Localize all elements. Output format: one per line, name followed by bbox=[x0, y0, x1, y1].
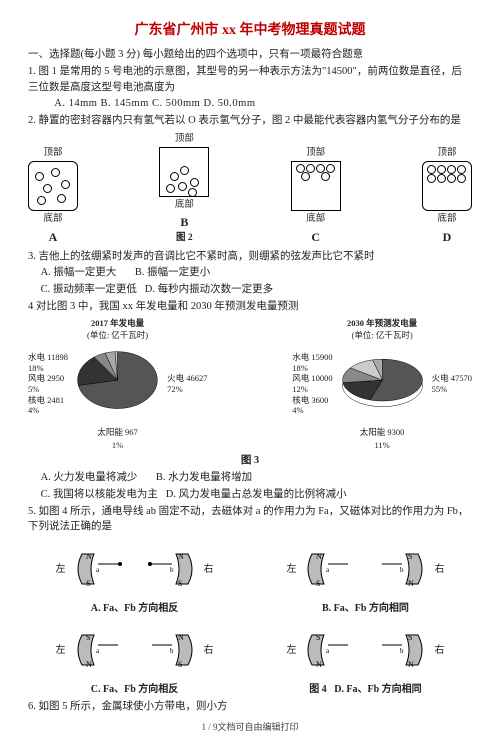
pie2030-svg bbox=[335, 342, 430, 422]
container-C bbox=[291, 161, 341, 211]
label-D: D bbox=[422, 228, 472, 246]
pie-2030: 水电 15900 18% 风电 10000 12% 核电 3600 4% 203… bbox=[292, 317, 472, 452]
fig4-caption: 图 4 bbox=[309, 684, 327, 695]
svg-text:b: b bbox=[400, 566, 404, 574]
svg-text:b: b bbox=[400, 647, 404, 655]
svg-text:a: a bbox=[96, 647, 100, 655]
pie2017-svg bbox=[70, 342, 165, 422]
fig2-B: 顶部 底部 B 图 2 bbox=[159, 132, 209, 246]
svg-text:N: N bbox=[86, 660, 92, 669]
fig4-B: 左 NSa SNb 右 B. Fa、Fb 方向相同 bbox=[259, 537, 472, 616]
fig4-row1: 左 NSa NSb 右 A. Fa、Fb 方向相反 左 NSa SNb 右 B.… bbox=[28, 537, 472, 616]
svg-text:b: b bbox=[170, 647, 174, 655]
svg-text:N: N bbox=[178, 552, 184, 561]
fig2-A: 顶部 底部 A bbox=[28, 146, 78, 246]
svg-text:a: a bbox=[96, 566, 100, 574]
svg-text:S: S bbox=[178, 660, 182, 669]
q4-ab: A. 火力发电量将减少 B. 水力发电量将增加 bbox=[28, 470, 472, 486]
pie2017-right-labels: 火电 46627 72% bbox=[167, 373, 207, 394]
q1-options: A. 14mm B. 145mm C. 500mm D. 50.0mm bbox=[54, 96, 472, 112]
pie2030-title: 2030 年预测发电量 bbox=[335, 317, 430, 330]
figure-3-row: 水电 11898 18% 风电 2950 5% 核电 2481 4% 2017 … bbox=[28, 317, 472, 452]
svg-text:b: b bbox=[170, 566, 174, 574]
q4-cd: C. 我国将以核能发电为主 D. 风力发电量占总发电量的比例将减小 bbox=[28, 487, 472, 503]
svg-text:N: N bbox=[178, 633, 184, 642]
q5-opt-D: D. Fa、Fb 方向相同 bbox=[334, 684, 422, 695]
svg-text:N: N bbox=[316, 552, 322, 561]
q5-opt-C: C. Fa、Fb 方向相反 bbox=[28, 682, 241, 697]
fig3-caption: 图 3 bbox=[28, 453, 472, 469]
svg-text:N: N bbox=[86, 552, 92, 561]
svg-text:S: S bbox=[86, 633, 90, 642]
pie2017-unit: (单位: 亿千瓦时) bbox=[70, 329, 165, 342]
q6-stem: 6. 如图 5 所示，金属球使小方带电，则小方 bbox=[28, 699, 472, 715]
pie2030-left-labels: 水电 15900 18% 风电 10000 12% 核电 3600 4% bbox=[292, 352, 332, 416]
pie2017-title: 2017 年发电量 bbox=[70, 317, 165, 330]
container-A bbox=[28, 161, 78, 211]
svg-text:N: N bbox=[316, 660, 322, 669]
fig2-D: 顶部 底部 D bbox=[422, 146, 472, 246]
label-C: C bbox=[291, 228, 341, 246]
q2-stem: 2. 静置的密封容器内只有氢气若以 O 表示氢气分子，图 2 中最能代表容器内氢… bbox=[28, 113, 472, 129]
fig2-caption: 图 2 bbox=[159, 231, 209, 245]
q3-stem: 3. 吉他上的弦绷紧时发声的音调比它不紧时高，则绷紧的弦发声比它不紧时 bbox=[28, 249, 472, 265]
pie2030-right-labels: 火电 47570 55% bbox=[432, 373, 472, 394]
svg-text:S: S bbox=[408, 552, 412, 561]
pie-2017: 水电 11898 18% 风电 2950 5% 核电 2481 4% 2017 … bbox=[28, 317, 207, 452]
label-B: B bbox=[159, 213, 209, 231]
fig4-row2: 左 SNa NSb 右 C. Fa、Fb 方向相反 左 SNa SNb 右 图 … bbox=[28, 618, 472, 697]
horseshoe-icon: N Sa bbox=[72, 544, 132, 594]
svg-text:N: N bbox=[408, 579, 414, 588]
svg-text:N: N bbox=[408, 660, 414, 669]
fig4-D: 左 SNa SNb 右 图 4 D. Fa、Fb 方向相同 bbox=[259, 618, 472, 697]
page-footer: 1 / 9文档可自由编辑打印 bbox=[28, 721, 472, 735]
svg-text:S: S bbox=[408, 633, 412, 642]
q5-stem: 5. 如图 4 所示，通电导线 ab 固定不动，去磁体对 a 的作用力为 Fa，… bbox=[28, 504, 472, 536]
exam-title: 广东省广州市 xx 年中考物理真题试题 bbox=[28, 20, 472, 41]
fig2-C: 顶部 底部 C bbox=[291, 146, 341, 246]
svg-text:S: S bbox=[316, 579, 320, 588]
pie2017-left-labels: 水电 11898 18% 风电 2950 5% 核电 2481 4% bbox=[28, 352, 68, 416]
top-label: 顶部 bbox=[28, 146, 78, 160]
fig4-C: 左 SNa NSb 右 C. Fa、Fb 方向相反 bbox=[28, 618, 241, 697]
label-A: A bbox=[28, 228, 78, 246]
container-B bbox=[159, 147, 209, 197]
q5-opt-B: B. Fa、Fb 方向相同 bbox=[259, 601, 472, 616]
horseshoe-icon: N Sb bbox=[138, 544, 198, 594]
container-D bbox=[422, 161, 472, 211]
q5-opt-A: A. Fa、Fb 方向相反 bbox=[28, 601, 241, 616]
figure-2-row: 顶部 底部 A 顶部 底部 B 图 2 顶部 bbox=[28, 132, 472, 246]
q3-a: A. 振幅一定更大 B. 振幅一定更小 bbox=[28, 265, 472, 281]
svg-text:S: S bbox=[178, 579, 182, 588]
svg-text:a: a bbox=[326, 566, 330, 574]
pie2030-unit: (单位: 亿千瓦时) bbox=[335, 329, 430, 342]
q4-stem: 4 对比图 3 中，我国 xx 年发电量和 2030 年预测发电量预测 bbox=[28, 299, 472, 315]
fig4-A: 左 NSa NSb 右 A. Fa、Fb 方向相反 bbox=[28, 537, 241, 616]
svg-text:S: S bbox=[86, 579, 90, 588]
q3-c: C. 振动频率一定更低 D. 每秒内振动次数一定更多 bbox=[28, 282, 472, 298]
section-heading: 一、选择题(每小题 3 分) 每小题给出的四个选项中，只有一项最符合题意 bbox=[28, 47, 472, 63]
svg-text:a: a bbox=[326, 647, 330, 655]
bottom-label: 底部 bbox=[28, 212, 78, 226]
svg-text:S: S bbox=[316, 633, 320, 642]
q1-stem: 1. 图 1 是常用的 5 号电池的示意图，其型号的另一种表示方法为"14500… bbox=[28, 64, 472, 96]
